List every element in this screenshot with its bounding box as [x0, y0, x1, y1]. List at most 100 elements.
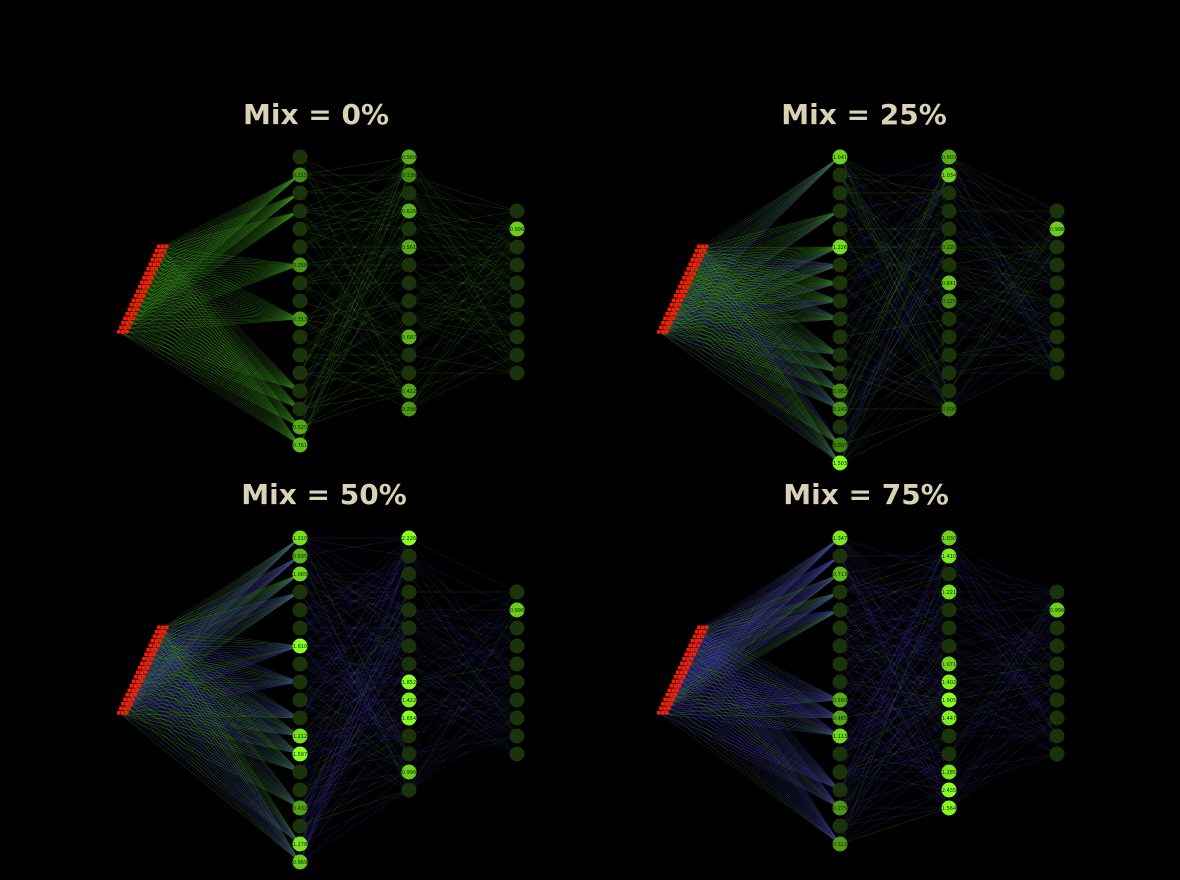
hidden1-node	[292, 383, 308, 399]
edge	[839, 555, 950, 593]
edge	[408, 609, 518, 683]
hidden2-node	[401, 329, 417, 345]
edge	[839, 156, 950, 410]
input-node	[127, 307, 132, 312]
edge	[146, 278, 301, 428]
output-node	[509, 728, 525, 744]
edge	[408, 174, 518, 248]
input-node	[667, 325, 671, 330]
input-node	[133, 693, 137, 697]
edge	[948, 699, 1058, 791]
output-node	[509, 257, 525, 273]
hidden2-node-value: 1.285	[942, 770, 956, 776]
edge	[137, 677, 301, 863]
edge	[948, 555, 1058, 701]
edge	[948, 609, 1058, 683]
hidden1-node-value: 1.113	[833, 734, 847, 740]
edge	[948, 645, 1058, 665]
output-layer-2: 0.996	[509, 584, 525, 762]
input-node	[661, 321, 665, 325]
hidden2-node	[941, 167, 957, 183]
edge	[120, 591, 301, 715]
input-node	[160, 244, 165, 249]
edge	[120, 713, 301, 755]
edge	[665, 323, 841, 446]
edge	[158, 632, 301, 845]
edge	[948, 210, 1058, 338]
input-node	[671, 679, 676, 684]
hidden2-node	[941, 548, 957, 564]
edge	[948, 555, 1058, 611]
output-node	[1049, 329, 1065, 345]
edge	[698, 591, 841, 634]
edge	[408, 681, 518, 701]
edge	[688, 591, 841, 656]
edge	[408, 246, 518, 302]
hidden1-node	[292, 656, 308, 672]
edge	[160, 210, 301, 248]
hidden2-node	[941, 257, 957, 273]
edge	[129, 314, 301, 428]
input-node	[675, 289, 680, 294]
hidden2-node	[401, 782, 417, 798]
edge	[948, 681, 1058, 737]
input-node	[675, 679, 680, 684]
edge	[408, 300, 518, 410]
output-node	[1049, 746, 1065, 762]
edge	[160, 628, 301, 773]
edge	[156, 637, 301, 647]
edge	[127, 319, 301, 446]
edge	[700, 591, 841, 629]
edge	[148, 655, 301, 683]
edge	[673, 305, 841, 410]
edge	[408, 699, 518, 773]
edge	[154, 641, 301, 863]
hidden2-node	[941, 293, 957, 309]
input-node	[700, 634, 705, 639]
hidden1-node	[292, 800, 308, 816]
edge	[158, 632, 301, 755]
input-node	[123, 706, 127, 711]
edge	[694, 260, 841, 464]
edge	[677, 677, 841, 719]
edge	[408, 300, 518, 338]
edge	[408, 336, 518, 374]
edge	[681, 668, 841, 791]
edge	[700, 628, 841, 701]
hidden2-node-value: 2.435	[942, 788, 956, 794]
edge	[299, 555, 410, 845]
edge	[948, 300, 1058, 374]
edge	[408, 663, 518, 791]
edge	[948, 681, 1058, 737]
edge	[137, 296, 301, 446]
edge	[156, 256, 301, 446]
edge	[131, 691, 301, 809]
output-layer-3: 0.996	[1049, 584, 1065, 762]
edge	[156, 210, 301, 257]
edge	[948, 537, 1058, 665]
edge	[948, 627, 1058, 701]
edge	[948, 210, 1058, 266]
edge	[948, 663, 1058, 737]
edge	[408, 537, 518, 683]
edge	[133, 305, 301, 410]
edge	[667, 319, 841, 464]
edge	[948, 663, 1058, 719]
input-node	[131, 688, 136, 693]
input-node	[698, 258, 703, 262]
hidden1-node-value: 1.210	[293, 536, 307, 542]
edge	[160, 628, 301, 737]
edge	[948, 192, 1058, 374]
edge	[700, 247, 841, 356]
output-node	[1049, 275, 1065, 291]
edge	[948, 300, 1058, 338]
hidden1-node	[832, 656, 848, 672]
edge	[137, 296, 301, 320]
edge	[692, 591, 841, 647]
input-node	[139, 298, 144, 303]
edge	[948, 591, 1058, 809]
input-node	[671, 298, 676, 303]
hidden1-node-value: 0.115	[293, 173, 307, 179]
edge	[948, 300, 1058, 410]
edge	[148, 274, 301, 446]
